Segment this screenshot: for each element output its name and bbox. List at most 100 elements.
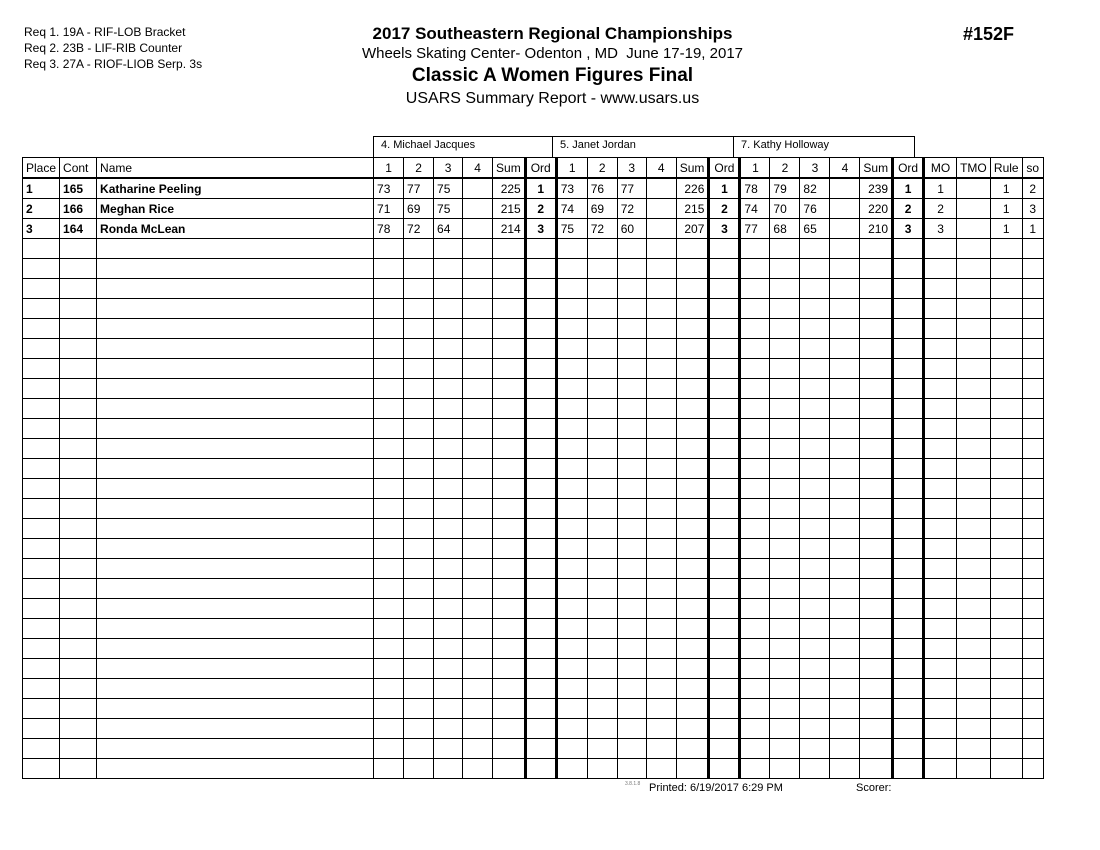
score-cell <box>616 538 647 559</box>
header-judge3-col4: 4 <box>829 157 861 179</box>
score-cell <box>645 278 677 299</box>
sum-cell <box>675 558 710 579</box>
score-cell <box>373 378 405 399</box>
score-cell <box>555 338 588 359</box>
score-cell <box>586 358 618 379</box>
tmo-cell <box>956 638 991 659</box>
score-cell <box>433 398 464 419</box>
so-cell <box>1021 298 1044 319</box>
score-cell <box>373 478 405 499</box>
score-cell <box>829 198 861 219</box>
score-cell <box>403 238 435 259</box>
sum-cell <box>492 558 526 579</box>
score-cell: 69 <box>586 198 618 219</box>
score-cell <box>462 638 494 659</box>
score-cell <box>616 238 647 259</box>
score-cell: 75 <box>555 218 588 239</box>
score-cell <box>403 418 435 439</box>
requirement-1: Req 1. 19A - RIF-LOB Bracket <box>24 25 186 39</box>
name-cell: Katharine Peeling <box>96 177 375 199</box>
rule-cell <box>989 278 1023 299</box>
score-cell: 73 <box>373 177 405 199</box>
ordinal-cell <box>523 438 558 459</box>
header-name: Name <box>96 157 375 179</box>
ordinal-cell <box>707 298 742 319</box>
ordinal-cell <box>523 238 558 259</box>
so-cell <box>1021 658 1044 679</box>
score-cell <box>616 398 647 419</box>
score-cell <box>433 278 464 299</box>
score-cell <box>829 218 861 239</box>
place-cell <box>21 238 61 259</box>
score-cell <box>462 398 494 419</box>
ordinal-cell <box>891 258 926 279</box>
score-cell <box>433 698 464 719</box>
score-cell <box>829 538 861 559</box>
score-cell: 77 <box>403 177 435 199</box>
score-cell <box>616 498 647 519</box>
event-title: Classic A Women Figures Final <box>411 65 694 86</box>
score-cell <box>555 418 588 439</box>
score-cell <box>433 558 464 579</box>
ordinal-cell <box>707 638 742 659</box>
score-cell <box>586 478 618 499</box>
sum-cell <box>675 758 710 779</box>
name-cell <box>96 738 375 759</box>
score-cell <box>769 318 801 339</box>
score-cell <box>829 378 861 399</box>
score-cell <box>586 698 618 719</box>
score-cell <box>403 338 435 359</box>
score-cell <box>586 598 618 619</box>
ordinal-cell: 3 <box>891 218 926 239</box>
sum-cell <box>859 238 894 259</box>
venue-date: Wheels Skating Center- Odenton , MD June… <box>361 45 744 62</box>
tmo-cell <box>956 598 991 619</box>
ordinal-cell <box>891 238 926 259</box>
score-cell <box>645 378 677 399</box>
score-cell <box>645 518 677 539</box>
score-cell: 75 <box>433 177 464 199</box>
score-cell <box>433 718 464 739</box>
score-cell <box>462 758 494 779</box>
score-cell <box>799 418 831 439</box>
ordinal-cell <box>891 678 926 699</box>
judge-header-2: 5. Janet Jordan <box>552 136 734 157</box>
so-cell <box>1021 698 1044 719</box>
sum-cell <box>675 618 710 639</box>
sum-cell <box>859 678 894 699</box>
mo-cell <box>923 558 958 579</box>
sum-cell <box>675 358 710 379</box>
cont-cell <box>59 238 98 259</box>
score-cell <box>616 458 647 479</box>
rule-cell <box>989 658 1023 679</box>
ordinal-cell <box>523 718 558 739</box>
score-cell <box>462 558 494 579</box>
ordinal-cell <box>891 538 926 559</box>
table-row <box>21 618 1044 639</box>
ordinal-cell <box>891 698 926 719</box>
score-cell <box>462 458 494 479</box>
score-cell <box>555 458 588 479</box>
place-cell <box>21 578 61 599</box>
sum-cell <box>492 278 526 299</box>
sum-cell <box>859 578 894 599</box>
mo-cell <box>923 738 958 759</box>
score-cell <box>799 358 831 379</box>
score-cell <box>403 578 435 599</box>
ordinal-cell <box>523 418 558 439</box>
score-cell <box>462 218 494 239</box>
score-cell <box>373 518 405 539</box>
ordinal-cell <box>891 378 926 399</box>
score-cell <box>799 518 831 539</box>
sum-cell <box>492 258 526 279</box>
score-cell: 75 <box>433 198 464 219</box>
score-cell <box>433 638 464 659</box>
ordinal-cell <box>891 498 926 519</box>
table-row <box>21 438 1044 459</box>
cont-cell <box>59 638 98 659</box>
score-cell <box>616 758 647 779</box>
score-cell: 77 <box>616 177 647 199</box>
sum-cell <box>492 358 526 379</box>
ordinal-cell <box>523 538 558 559</box>
ordinal-cell <box>707 498 742 519</box>
